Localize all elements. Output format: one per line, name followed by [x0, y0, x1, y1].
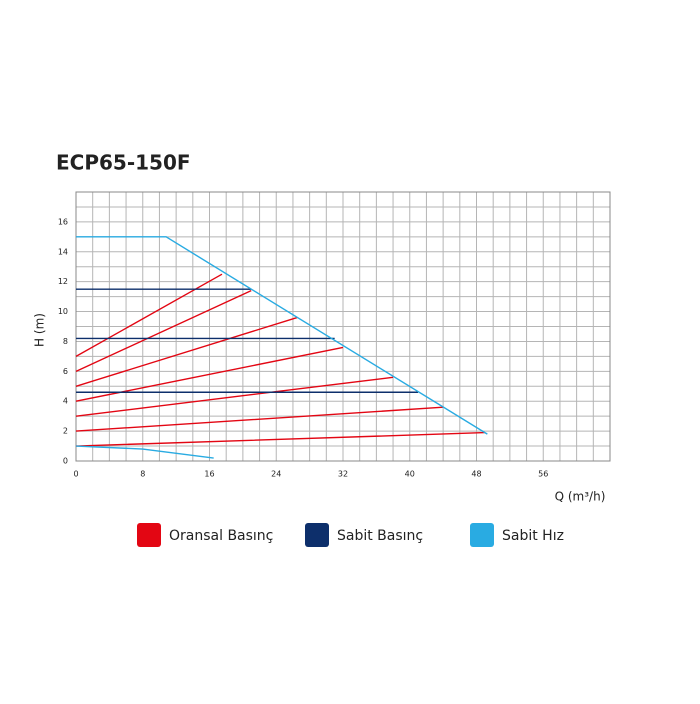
chart-title: ECP65-150F [56, 151, 191, 175]
legend-swatch [470, 523, 494, 547]
y-tick-label: 10 [58, 307, 68, 316]
y-tick-label: 6 [63, 367, 68, 376]
y-tick-label: 16 [58, 217, 68, 226]
legend-label: Sabit Basınç [337, 528, 423, 544]
x-tick-label: 8 [140, 470, 145, 479]
x-tick-label: 40 [405, 470, 415, 479]
legend-label: Sabit Hız [502, 528, 564, 544]
x-tick-label: 24 [271, 470, 281, 479]
series-line [75, 273, 485, 447]
x-axis-label: Q (m³/h) [555, 490, 606, 504]
y-tick-label: 2 [63, 427, 68, 436]
x-tick-label: 32 [338, 470, 348, 479]
x-tick-label: 48 [471, 470, 481, 479]
legend-swatch [305, 523, 329, 547]
y-tick-label: 12 [58, 277, 68, 286]
y-tick-label: 0 [63, 457, 68, 466]
y-axis-label: H (m) [33, 313, 47, 347]
x-tick-label: 56 [538, 470, 548, 479]
x-tick-label: 16 [204, 470, 214, 479]
legend-label: Oransal Basınç [169, 528, 273, 544]
plot-frame [75, 191, 611, 462]
y-tick-label: 4 [63, 397, 68, 406]
y-tick-label: 8 [63, 337, 68, 346]
legend-swatch [137, 523, 161, 547]
x-tick-label: 0 [73, 470, 78, 479]
series-line [76, 288, 419, 393]
y-tick-label: 14 [58, 247, 68, 256]
series-line [75, 236, 488, 459]
